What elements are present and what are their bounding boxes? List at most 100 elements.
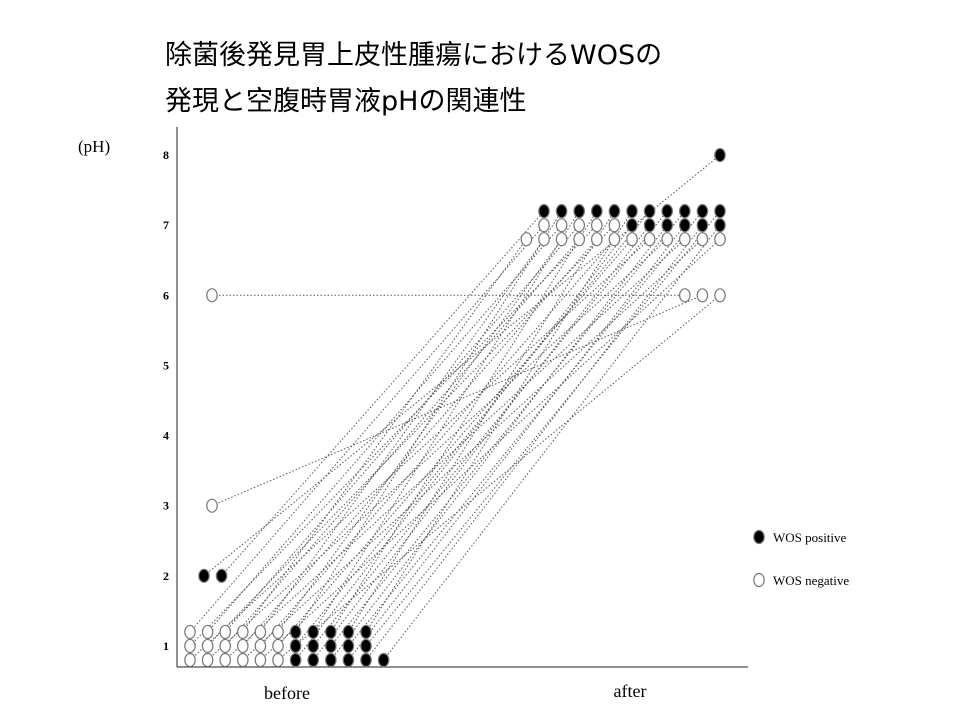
dot bbox=[219, 624, 231, 640]
dot bbox=[696, 218, 709, 233]
dot bbox=[678, 204, 691, 219]
connector bbox=[260, 238, 615, 647]
connector bbox=[242, 238, 527, 633]
dot bbox=[307, 638, 319, 654]
connector bbox=[207, 238, 668, 661]
x-category-label: after bbox=[614, 681, 647, 701]
dot bbox=[237, 638, 249, 654]
dot bbox=[643, 218, 656, 233]
dot bbox=[206, 498, 218, 513]
connectors bbox=[189, 154, 721, 661]
connector bbox=[189, 238, 650, 661]
y-axis-label: (pH) bbox=[78, 137, 110, 156]
dot bbox=[289, 638, 302, 654]
dot bbox=[643, 204, 656, 219]
dot bbox=[307, 652, 319, 668]
dot bbox=[608, 204, 621, 219]
dot bbox=[714, 204, 726, 219]
dot bbox=[696, 204, 709, 219]
dot bbox=[254, 624, 267, 640]
legend-marker bbox=[753, 529, 765, 545]
y-tick-label: 4 bbox=[163, 429, 169, 443]
dot bbox=[555, 232, 568, 247]
dot bbox=[573, 204, 585, 219]
connector bbox=[365, 210, 721, 647]
connector bbox=[312, 224, 650, 661]
y-tick-label: 7 bbox=[163, 218, 169, 232]
dot bbox=[590, 232, 603, 247]
connector bbox=[347, 210, 615, 633]
connector bbox=[207, 224, 615, 647]
y-tick-label: 6 bbox=[163, 288, 169, 302]
dot bbox=[626, 232, 638, 247]
dot bbox=[643, 232, 656, 247]
y-tick-label: 3 bbox=[163, 499, 169, 513]
connector bbox=[259, 238, 545, 633]
dot bbox=[215, 568, 228, 583]
connector bbox=[365, 224, 703, 661]
dot bbox=[201, 638, 214, 654]
dot bbox=[714, 288, 726, 303]
dot bbox=[342, 638, 355, 654]
dot bbox=[590, 218, 603, 233]
connector bbox=[365, 210, 633, 633]
y-tick-label: 2 bbox=[163, 569, 169, 583]
dot bbox=[608, 232, 621, 247]
dot bbox=[254, 652, 267, 668]
dot bbox=[254, 638, 267, 654]
dot bbox=[696, 288, 709, 303]
title-line: 発現と空腹時胃液pHの関連性 bbox=[165, 86, 526, 117]
dot bbox=[324, 638, 337, 654]
dot bbox=[360, 624, 372, 640]
dot bbox=[342, 652, 355, 668]
dot bbox=[289, 652, 302, 668]
dot bbox=[201, 652, 214, 668]
dot bbox=[590, 204, 603, 219]
connector bbox=[383, 224, 721, 661]
dot bbox=[538, 204, 550, 219]
legend-label: WOS positive bbox=[773, 530, 847, 545]
connector bbox=[330, 210, 598, 633]
connector bbox=[189, 224, 545, 633]
connector bbox=[207, 224, 562, 633]
connector bbox=[242, 238, 598, 647]
y-tick-label: 5 bbox=[163, 358, 169, 372]
title-line: 除菌後発見胃上皮性腫瘍におけるWOSの bbox=[165, 40, 662, 71]
dot bbox=[237, 624, 249, 640]
y-tick-label: 8 bbox=[163, 148, 169, 162]
dot bbox=[201, 624, 214, 640]
connector bbox=[189, 224, 598, 647]
connector bbox=[312, 210, 580, 633]
dot bbox=[538, 232, 550, 247]
dot bbox=[289, 624, 302, 640]
dot bbox=[573, 218, 585, 233]
dot bbox=[184, 652, 196, 668]
connector bbox=[330, 210, 686, 647]
dot bbox=[360, 652, 372, 668]
dot bbox=[573, 232, 585, 247]
connector bbox=[224, 224, 580, 633]
connector bbox=[330, 224, 668, 661]
dot bbox=[661, 232, 673, 247]
dot bbox=[714, 218, 726, 233]
dot bbox=[184, 624, 196, 640]
dot bbox=[360, 638, 372, 654]
dot bbox=[538, 218, 550, 233]
dot bbox=[661, 218, 673, 233]
dot bbox=[608, 218, 621, 233]
legend: WOS positive WOS negative bbox=[753, 529, 849, 588]
dot bbox=[342, 624, 355, 640]
dot bbox=[377, 652, 390, 668]
dot bbox=[324, 624, 337, 640]
dot bbox=[219, 652, 231, 668]
dot bbox=[714, 147, 726, 163]
dot bbox=[678, 232, 691, 247]
dot bbox=[272, 624, 284, 640]
dots bbox=[184, 147, 726, 668]
connector bbox=[312, 210, 668, 647]
dot bbox=[661, 204, 673, 219]
connector bbox=[295, 210, 563, 633]
dot bbox=[272, 638, 284, 654]
dot bbox=[324, 652, 337, 668]
